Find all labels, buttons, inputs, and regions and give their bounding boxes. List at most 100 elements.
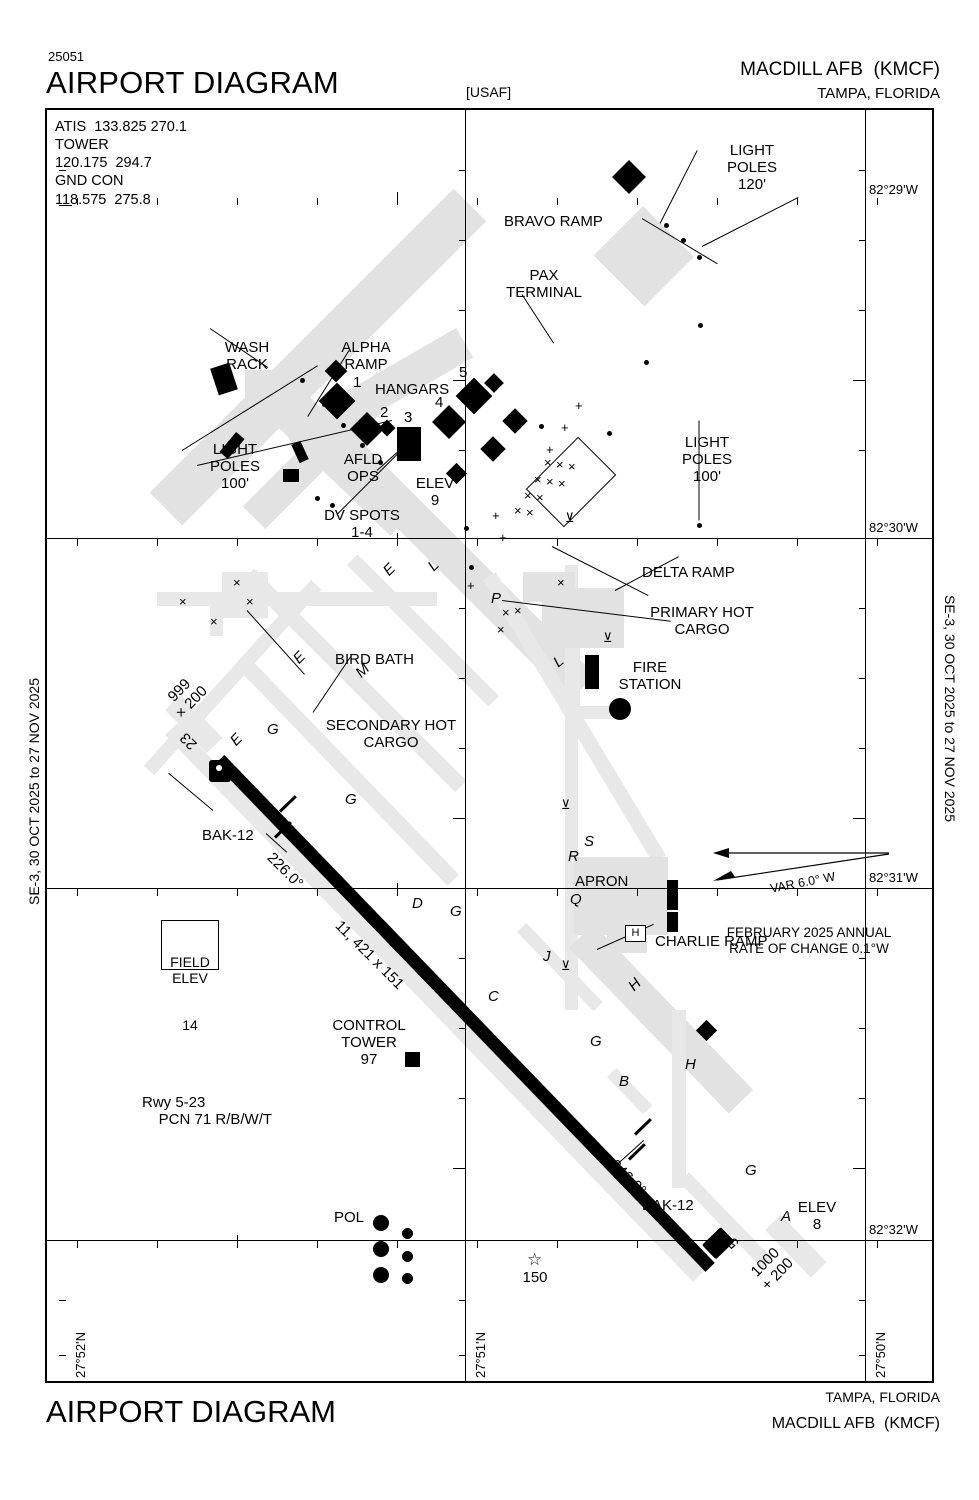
- graticule-tick: [397, 533, 398, 546]
- control-tower-label: CONTROL TOWER 97: [332, 1017, 406, 1068]
- graticule-tick: [317, 889, 318, 896]
- pax-x-4: ×: [534, 472, 542, 487]
- delta-ramp-label: DELTA RAMP: [642, 564, 735, 581]
- graticule-tick: [859, 170, 866, 171]
- bravo-ramp-label: BRAVO RAMP: [504, 213, 603, 230]
- pax-x-8: ×: [536, 490, 544, 505]
- light-pole-dot-5: [378, 460, 383, 465]
- latitude-label-27-50: 27°50'N: [873, 1332, 888, 1378]
- taxiway-label-B: B: [619, 1073, 630, 1090]
- wash-rack-label: WASH RACK: [224, 339, 270, 373]
- beacon-elevation-label: 150: [522, 1269, 548, 1286]
- graticule-tick: [859, 1028, 866, 1029]
- light-poles-100-right-label: LIGHT POLES 100': [681, 434, 733, 485]
- light-poles-100-left-label: LIGHT POLES 100': [209, 441, 261, 492]
- pax-x-3: ×: [568, 459, 576, 474]
- bak12-label-23: BAK-12: [202, 827, 254, 844]
- holdshort-glyph-2: ⊻: [561, 797, 571, 812]
- light-pole-dot-11: [698, 323, 703, 328]
- graticule-tick: [157, 198, 158, 205]
- airport-city-bottom: TAMPA, FLORIDA: [825, 1389, 940, 1405]
- airport-beacon-icon: ☆: [527, 1250, 543, 1269]
- graticule-tick: [637, 1241, 638, 1248]
- graticule-tick: [637, 198, 638, 205]
- graticule-tick: [859, 748, 866, 749]
- graticule-tick: [59, 170, 66, 171]
- light-poles-120-label: LIGHT POLES 120': [726, 142, 778, 193]
- dv-spots-label: DV SPOTS 1-4: [324, 507, 400, 541]
- graticule-tick: [797, 198, 798, 205]
- graticule-tick: [237, 198, 238, 205]
- birdbath-x-3: ×: [246, 594, 254, 609]
- graticule-tick: [797, 1241, 798, 1248]
- taxiway-label-G2: G: [345, 791, 357, 808]
- taxiway-node-circle: [609, 698, 631, 720]
- primary-hot-cargo-label: PRIMARY HOT CARGO: [650, 604, 754, 638]
- graticule-tick: [557, 198, 558, 205]
- light-pole-dot-10: [697, 255, 702, 260]
- bravo-ramp-wide: [593, 206, 694, 307]
- variation-epoch-note: FEBRUARY 2025 ANNUAL RATE OF CHANGE 0.1°…: [726, 925, 892, 957]
- light-pole-dot-9: [681, 238, 686, 243]
- graticule-tick: [453, 818, 466, 819]
- graticule-tick: [459, 1028, 466, 1029]
- graticule-tick: [797, 889, 798, 896]
- graticule-tick: [557, 1241, 558, 1248]
- graticule-tick: [453, 380, 466, 381]
- bird-bath-stub-w: [157, 592, 287, 606]
- graticule-tick: [317, 198, 318, 205]
- page-title-bottom: AIRPORT DIAGRAM: [46, 1394, 336, 1429]
- graticule-tick: [397, 883, 398, 896]
- pol-tank-1: [373, 1215, 389, 1231]
- taxiway-label-A: A: [781, 1208, 792, 1225]
- graticule-tick: [397, 192, 398, 205]
- ramp-plus-5: +: [499, 530, 507, 545]
- graticule-tick: [59, 1355, 66, 1356]
- ramp-plus-4: +: [492, 508, 500, 523]
- meridian-line-1: [465, 110, 466, 1381]
- hangar-number-5: 5: [459, 364, 468, 381]
- diagram-frame: × × × × × × × × × × + + + + + × × × × × …: [45, 108, 934, 1383]
- graticule-tick: [877, 198, 878, 205]
- graticule-tick: [717, 889, 718, 896]
- leader-pax-terminal: [521, 294, 555, 344]
- pol-tank-4: [402, 1228, 413, 1239]
- graticule-tick: [459, 450, 466, 451]
- graticule-tick: [877, 889, 878, 896]
- bird-bath-stub-s: [210, 602, 223, 636]
- graticule-tick: [77, 539, 78, 546]
- latitude-label-27-51: 27°51'N: [473, 1332, 488, 1378]
- graticule-tick: [459, 310, 466, 311]
- apron-pavement: [574, 857, 668, 935]
- graticule-tick: [77, 889, 78, 896]
- graticule-tick: [459, 1355, 466, 1356]
- hangars-label: HANGARS: [375, 381, 450, 398]
- graticule-tick: [317, 539, 318, 546]
- chart-number: 25051: [48, 49, 85, 64]
- graticule-tick: [859, 450, 866, 451]
- runway-threshold-23: [209, 760, 231, 782]
- light-pole-dot-12: [644, 360, 649, 365]
- longitude-label-82-30: 82°30'W: [869, 520, 918, 535]
- graticule-tick: [237, 889, 238, 896]
- graticule-tick: [859, 958, 866, 959]
- graticule-tick: [859, 678, 866, 679]
- graticule-tick: [477, 539, 478, 546]
- graticule-tick: [717, 539, 718, 546]
- arresting-gear-mark-3: [633, 1118, 652, 1136]
- airport-city-top: TAMPA, FLORIDA: [817, 85, 940, 102]
- apron-building-2: [667, 912, 678, 932]
- hangar-3-building: [397, 427, 421, 461]
- hangar-number-2: 2: [380, 404, 389, 421]
- taxiway-label-J: J: [543, 948, 551, 965]
- graticule-tick: [459, 748, 466, 749]
- page-title-top: AIRPORT DIAGRAM: [46, 65, 339, 100]
- taxiway-label-G1: G: [267, 721, 279, 738]
- hangar-number-4: 4: [435, 394, 444, 411]
- graticule-tick: [157, 1241, 158, 1248]
- birdbath-x-1: ×: [233, 575, 241, 590]
- graticule-tick: [59, 1300, 66, 1301]
- taxiway-label-S: S: [584, 833, 595, 850]
- effective-dates-right: SE-3, 30 OCT 2025 to 27 NOV 2025: [942, 595, 958, 822]
